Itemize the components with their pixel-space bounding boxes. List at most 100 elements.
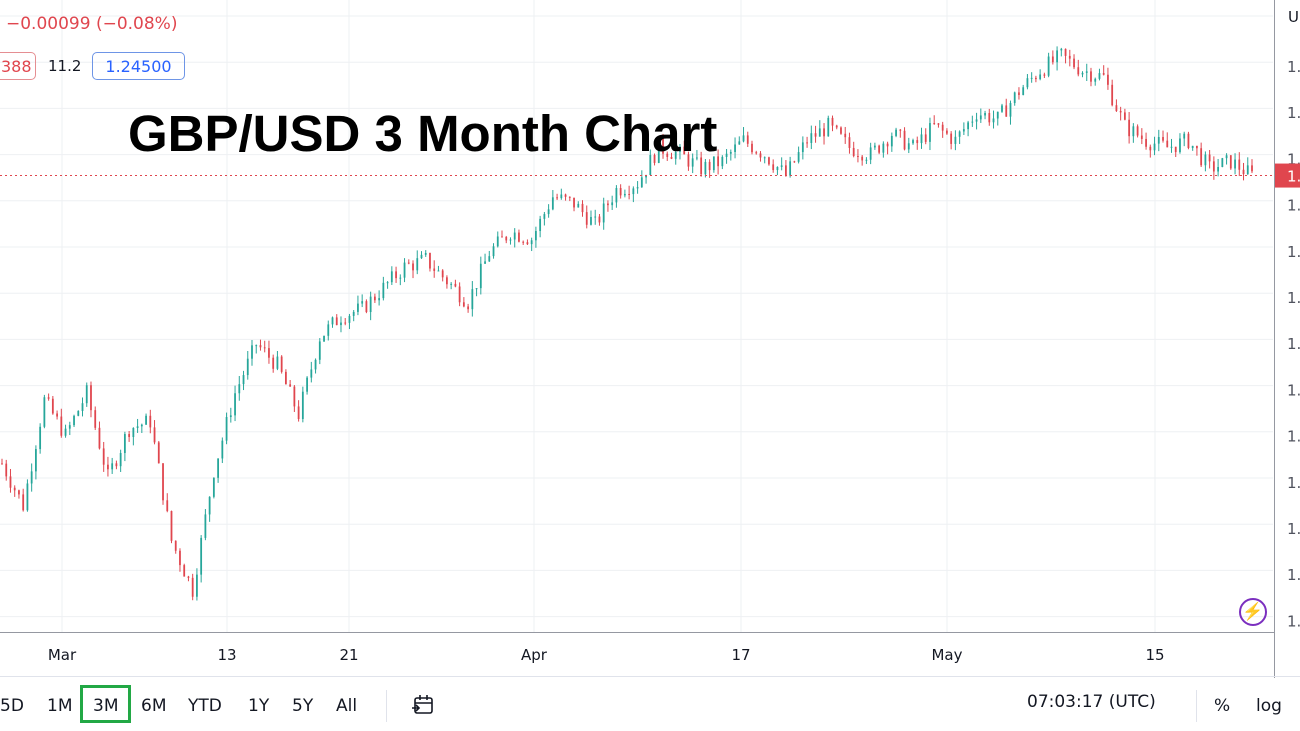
candle [196, 568, 198, 601]
range-6m-button[interactable]: 6M [141, 696, 167, 716]
candle [602, 197, 605, 230]
candle [1081, 71, 1084, 78]
candle [1077, 59, 1080, 77]
price-tick-label: 1. [1287, 428, 1300, 446]
candle-body [598, 216, 601, 223]
price-axis[interactable]: U1.1.1.1.1.1.1.1.1.1.1.1.1.1. [1274, 0, 1300, 678]
candle [988, 108, 991, 126]
candle [479, 256, 482, 295]
candle [433, 260, 436, 278]
candle-body [801, 142, 804, 153]
candle [873, 142, 876, 150]
range-5d-button[interactable]: 5D [0, 696, 24, 716]
candle [102, 441, 105, 472]
candle [1157, 129, 1160, 152]
candle [890, 132, 893, 152]
candle-body [742, 135, 745, 142]
percent-toggle[interactable]: % [1214, 696, 1231, 716]
candle-body [967, 122, 970, 130]
candle [30, 463, 33, 492]
candle [827, 115, 830, 137]
range-1y-button[interactable]: 1Y [248, 696, 270, 716]
candle-body [941, 124, 944, 131]
candle-body [1081, 72, 1084, 75]
candle [77, 410, 80, 417]
range-1m-button[interactable]: 1M [47, 696, 73, 716]
candle-body [26, 483, 29, 511]
candle [869, 142, 872, 165]
price-tick-label: 1. [1287, 104, 1300, 122]
candle [429, 252, 431, 272]
candle [85, 382, 88, 407]
range-all-button[interactable]: All [336, 696, 358, 716]
time-axis[interactable]: Mar 13 21 Apr 17 May 15 [0, 632, 1300, 677]
candle [899, 128, 902, 138]
candle-body [1056, 50, 1058, 63]
date-range-icon[interactable] [410, 692, 440, 720]
candle-body [5, 463, 8, 477]
range-5y-button[interactable]: 5Y [292, 696, 314, 716]
candle-body [916, 140, 919, 144]
candle-body [297, 406, 300, 420]
candle-body [1094, 78, 1097, 82]
candle [221, 437, 224, 464]
candle-body [1191, 145, 1194, 148]
bid-price-button[interactable]: 388 [0, 52, 36, 80]
candle [331, 316, 334, 328]
candle [632, 186, 635, 203]
candle-body [64, 428, 67, 436]
candle-body [1238, 159, 1241, 170]
candle [255, 344, 258, 354]
candle-body [179, 550, 181, 566]
candle [780, 157, 783, 171]
lightning-icon[interactable]: ⚡ [1239, 598, 1267, 626]
candle [1115, 99, 1118, 112]
candle-body [348, 315, 351, 323]
candle-body [39, 426, 42, 450]
candle-body [560, 194, 563, 199]
candle-body [590, 216, 592, 225]
candle-body [1153, 143, 1156, 151]
candle-body [1174, 146, 1177, 153]
candle-body [123, 434, 126, 454]
candle-body [289, 384, 292, 387]
candle-body [157, 442, 160, 464]
utc-clock[interactable]: 07:03:17 (UTC) [1027, 692, 1156, 712]
candle [234, 385, 236, 422]
candle-body [1119, 110, 1122, 113]
candle [412, 260, 414, 279]
candle-body [462, 302, 465, 307]
candle [776, 166, 779, 176]
ask-price-button[interactable]: 1.24500 [92, 52, 185, 80]
candle-body [1136, 126, 1139, 136]
candle [801, 136, 804, 160]
candle [979, 108, 982, 123]
candle [1094, 77, 1097, 86]
current-price-marker [1275, 163, 1300, 188]
candle-body [43, 397, 46, 427]
candle [395, 266, 397, 283]
candle-body [827, 117, 830, 137]
log-toggle[interactable]: log [1256, 696, 1282, 716]
candle-body [475, 288, 478, 290]
range-3m-button[interactable]: 3M [93, 696, 119, 716]
candle [1107, 67, 1109, 90]
candle-body [615, 188, 618, 203]
candle [373, 293, 376, 303]
candle [259, 339, 262, 351]
range-ytd-button[interactable]: YTD [188, 696, 222, 716]
candle-body [1145, 138, 1147, 147]
candle [573, 197, 575, 212]
candle [1060, 47, 1063, 57]
candle-body [687, 154, 690, 167]
candle-body [878, 145, 881, 153]
candle-body [912, 140, 914, 144]
candle [1098, 68, 1101, 81]
candle-body [1107, 74, 1109, 85]
candle-body [30, 471, 33, 484]
candle [68, 421, 71, 436]
candle [865, 157, 868, 165]
candle [607, 200, 609, 212]
candle [191, 573, 194, 601]
